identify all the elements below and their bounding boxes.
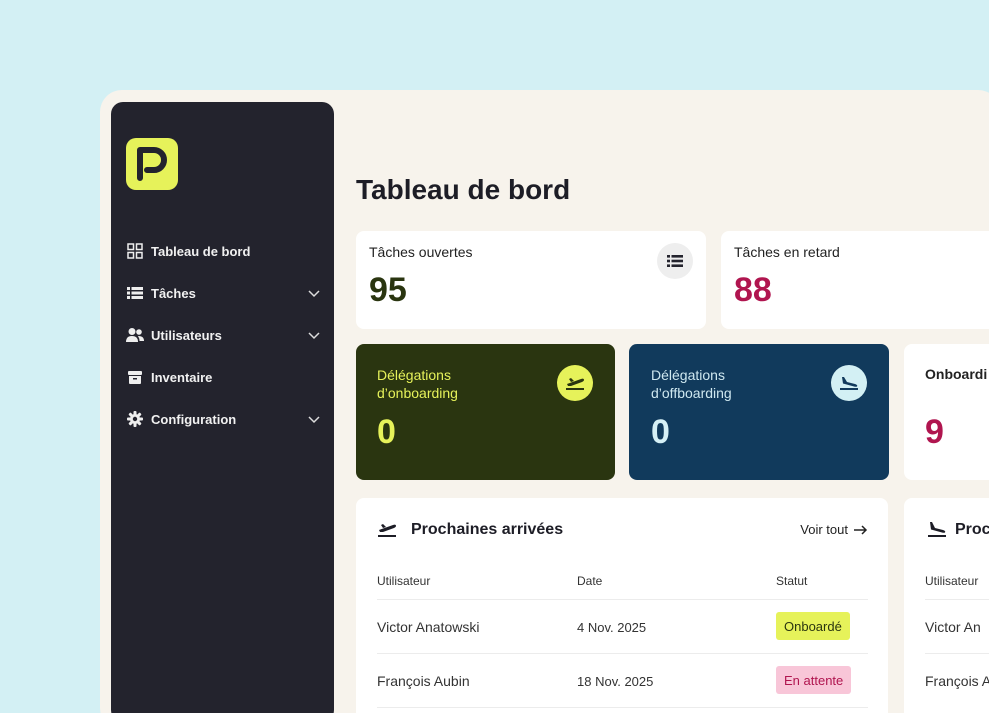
chevron-down-icon[interactable] <box>307 412 321 426</box>
app-logo[interactable] <box>126 138 178 190</box>
stat-value: 9 <box>925 413 944 451</box>
stat-label: Tâches ouvertes <box>369 244 473 260</box>
stat-card-offboarding[interactable]: Délégations d’offboarding 0 <box>629 344 889 480</box>
box-icon <box>126 368 144 386</box>
status-badge: En attente <box>776 666 852 694</box>
stat-card-third[interactable]: Onboardi 9 <box>904 344 989 480</box>
list-icon <box>657 243 693 279</box>
sidebar-item-inventory[interactable]: Inventaire <box>126 356 321 398</box>
sidebar: Tableau de bord Tâches Utilisateurs Inve… <box>111 102 334 713</box>
cell-user: François Aubin <box>377 673 470 689</box>
main-content: Tableau de bord Tâches ouvertes 95 Tâche… <box>356 0 989 713</box>
divider <box>925 599 989 600</box>
panel-title: Prochaines arrivées <box>411 521 564 538</box>
sidebar-item-label: Configuration <box>151 411 237 427</box>
panel-title: Proc <box>955 521 989 538</box>
stat-value: 0 <box>377 413 396 451</box>
stat-label-line: Délégations <box>651 367 725 383</box>
dashboard-icon <box>126 242 144 260</box>
stat-card-late-tasks[interactable]: Tâches en retard 88 <box>721 231 989 329</box>
column-header-date[interactable]: Date <box>577 574 603 588</box>
sidebar-nav: Tableau de bord Tâches Utilisateurs Inve… <box>126 230 321 440</box>
gear-icon <box>126 410 144 428</box>
divider <box>377 653 868 654</box>
see-all-label: Voir tout <box>800 522 848 537</box>
status-badge: Onboardé <box>776 612 850 640</box>
chevron-down-icon[interactable] <box>307 286 321 300</box>
column-header-user[interactable]: Utilisateur <box>925 574 979 588</box>
see-all-link[interactable]: Voir tout <box>800 522 868 537</box>
stat-label-line: Délégations <box>377 367 451 383</box>
arrow-right-icon <box>854 524 868 535</box>
plane-arrival-icon <box>928 522 946 537</box>
sidebar-item-users[interactable]: Utilisateurs <box>126 314 321 356</box>
departures-panel: Proc Utilisateur Victor An François A <box>904 498 989 713</box>
cell-user: Victor An <box>925 619 981 635</box>
users-icon <box>126 326 144 344</box>
plane-departure-icon <box>557 365 593 401</box>
stat-label-line: d’onboarding <box>377 385 458 401</box>
sidebar-item-configuration[interactable]: Configuration <box>126 398 321 440</box>
stat-value: 88 <box>734 271 772 309</box>
stat-label: Onboardi <box>925 366 988 382</box>
stat-value: 95 <box>369 271 407 309</box>
column-header-status[interactable]: Statut <box>776 574 808 588</box>
list-icon <box>126 284 144 302</box>
stat-label: Délégations d’onboarding <box>377 366 458 402</box>
stat-label: Délégations d’offboarding <box>651 366 732 402</box>
plane-departure-icon <box>378 524 396 537</box>
arrivals-panel: Prochaines arrivées Voir tout Utilisateu… <box>356 498 888 713</box>
sidebar-item-tasks[interactable]: Tâches <box>126 272 321 314</box>
stat-card-onboarding[interactable]: Délégations d’onboarding 0 <box>356 344 615 480</box>
sidebar-item-dashboard[interactable]: Tableau de bord <box>126 230 321 272</box>
cell-user: François A <box>925 673 989 689</box>
logo-p-icon <box>137 147 167 181</box>
chevron-down-icon[interactable] <box>307 328 321 342</box>
sidebar-item-label: Tableau de bord <box>151 243 251 259</box>
sidebar-item-label: Utilisateurs <box>151 327 222 343</box>
column-header-user[interactable]: Utilisateur <box>377 574 431 588</box>
stat-label-line: d’offboarding <box>651 385 732 401</box>
cell-date: 18 Nov. 2025 <box>577 674 654 689</box>
stat-value: 0 <box>651 413 670 451</box>
sidebar-item-label: Inventaire <box>151 369 213 385</box>
stat-label: Tâches en retard <box>734 244 840 260</box>
divider <box>377 707 868 708</box>
sidebar-item-label: Tâches <box>151 285 196 301</box>
page-title: Tableau de bord <box>356 174 571 205</box>
stat-card-open-tasks[interactable]: Tâches ouvertes 95 <box>356 231 706 329</box>
plane-arrival-icon <box>831 365 867 401</box>
cell-date: 4 Nov. 2025 <box>577 620 647 635</box>
divider <box>925 653 989 654</box>
divider <box>377 599 868 600</box>
cell-user: Victor Anatowski <box>377 619 480 635</box>
